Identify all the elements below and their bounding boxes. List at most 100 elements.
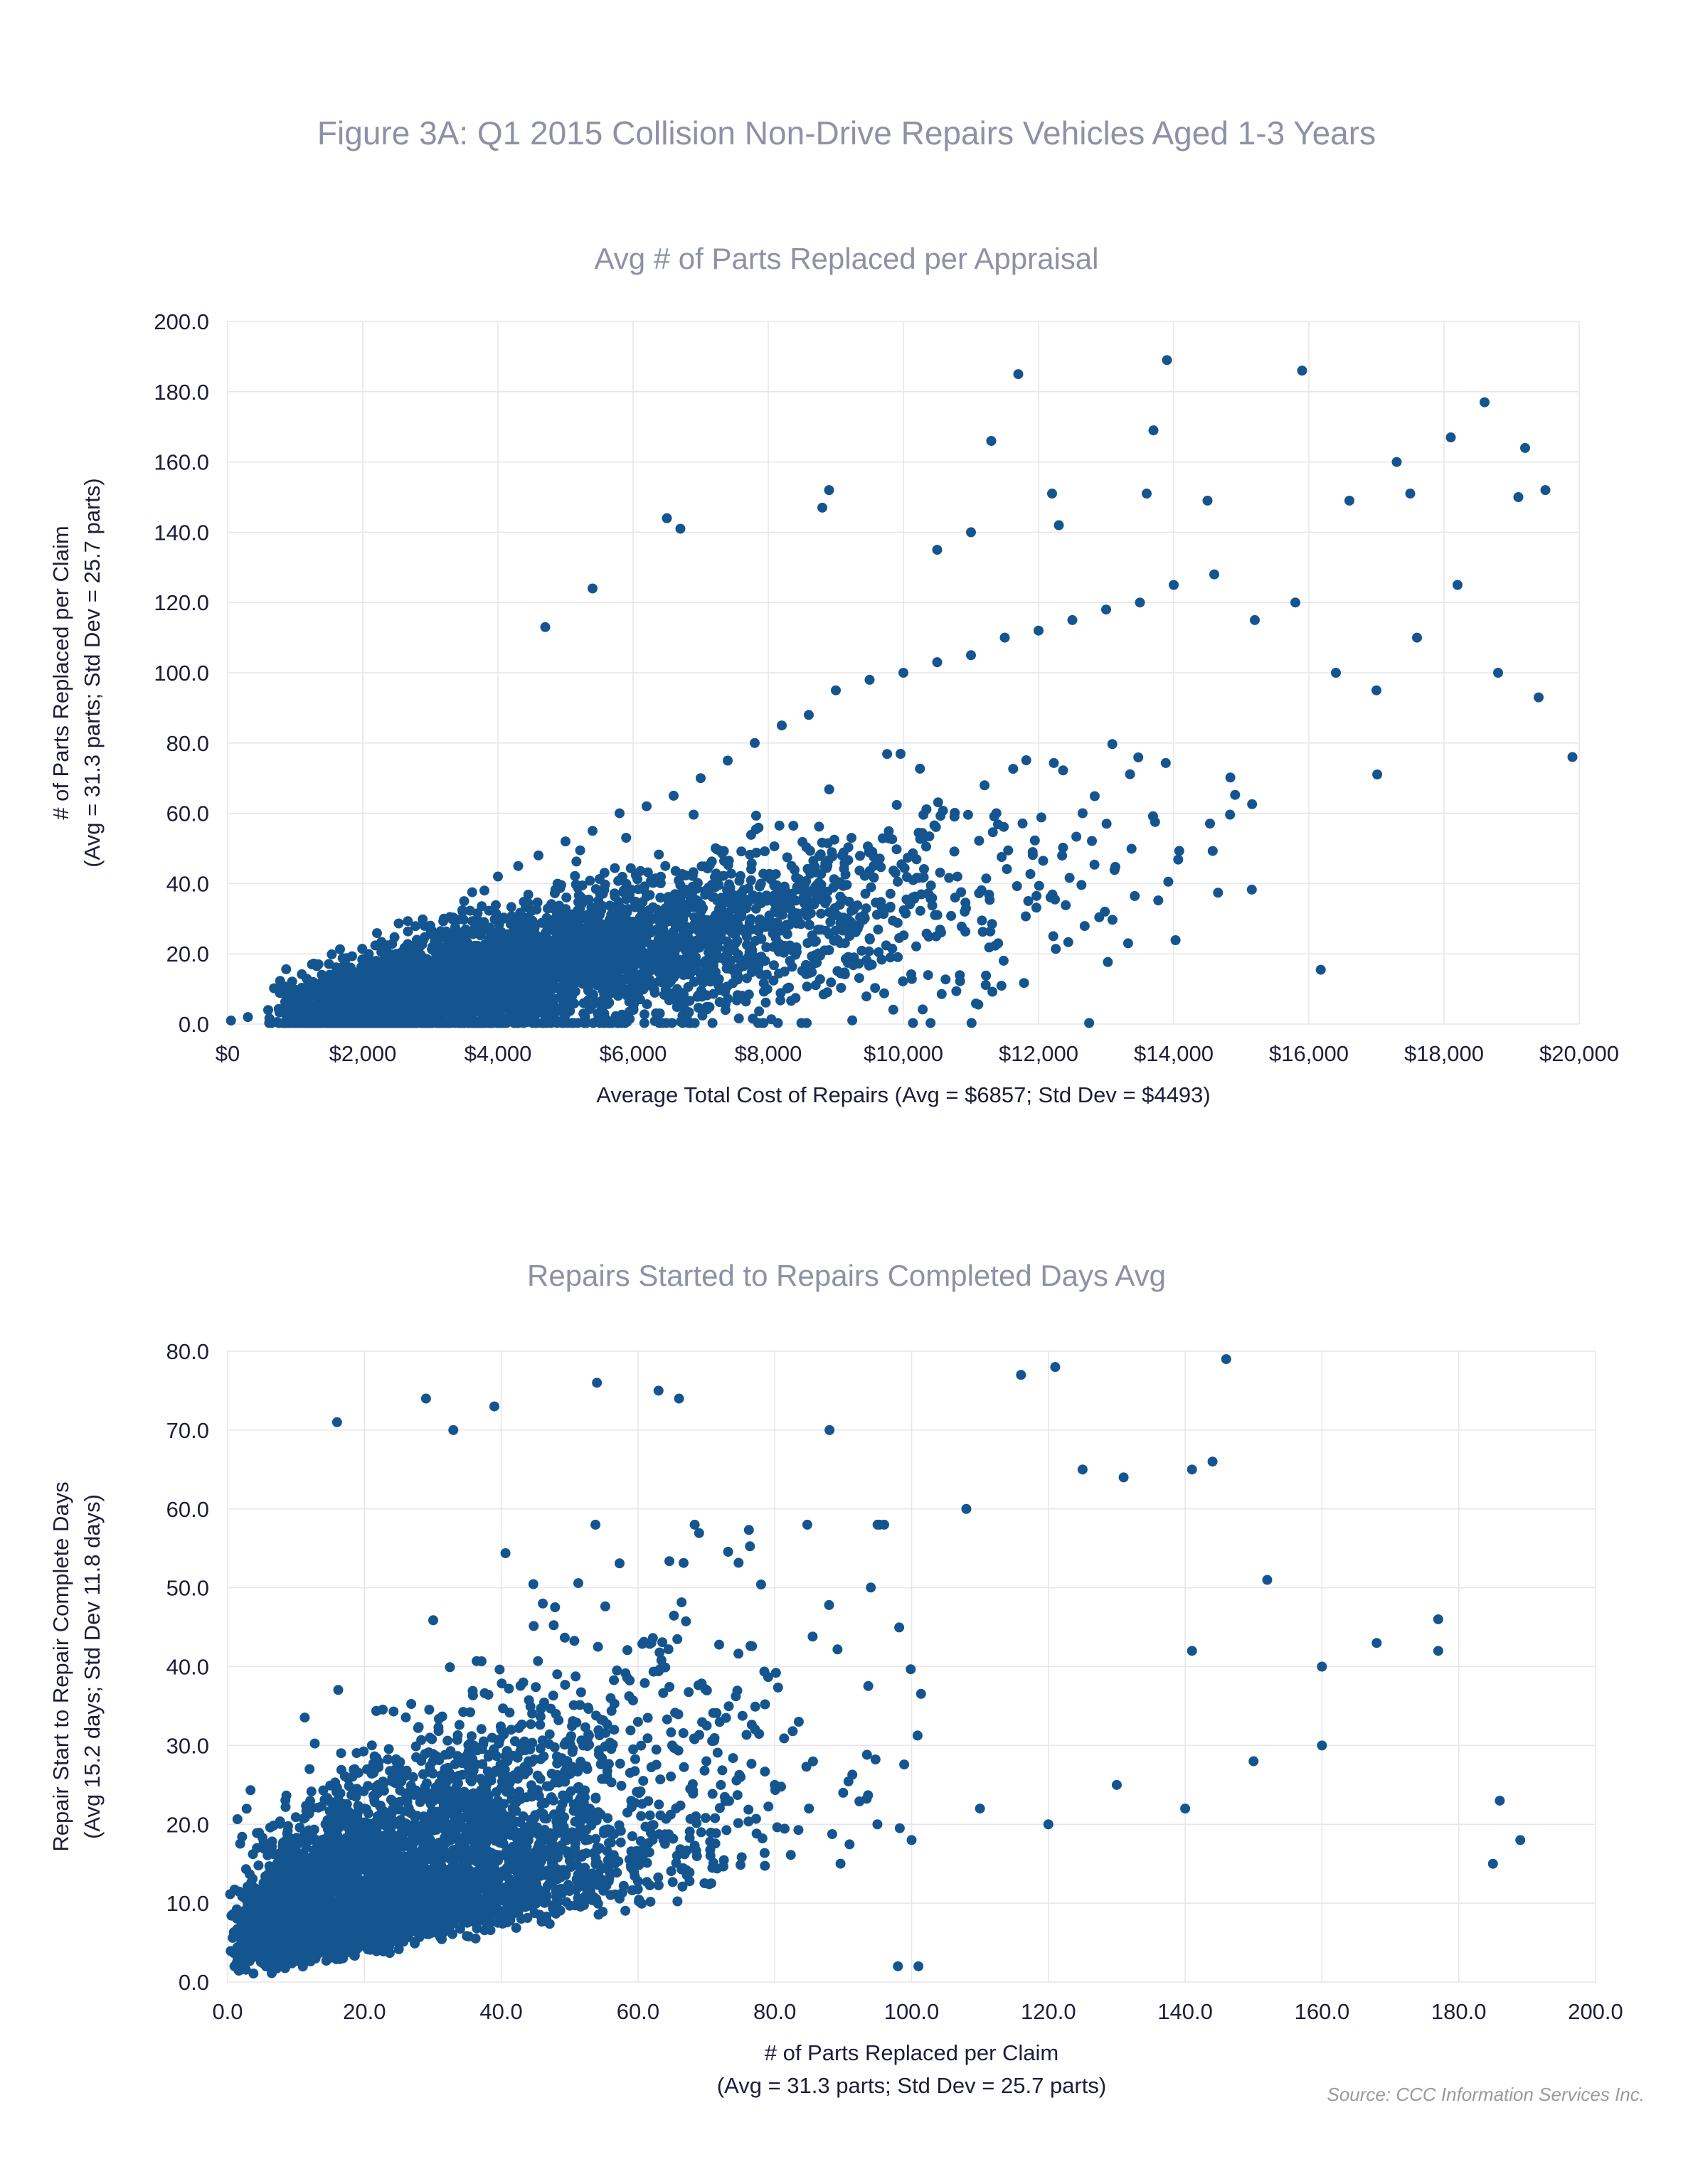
chart1-point	[1480, 397, 1490, 407]
chart1-point	[648, 944, 659, 955]
chart1-point	[637, 959, 647, 970]
chart1-point	[790, 993, 801, 1003]
chart1-point	[1051, 944, 1061, 954]
chart1-point	[885, 901, 896, 912]
chart1-point	[768, 975, 779, 986]
chart1-point	[993, 938, 1004, 949]
chart1-point	[966, 527, 976, 538]
chart1-point	[1250, 614, 1260, 625]
chart1-point	[832, 934, 843, 945]
chart1-point	[519, 925, 530, 935]
chart1-point	[585, 875, 595, 886]
chart1-point	[1034, 625, 1044, 636]
chart1-point	[1008, 764, 1019, 774]
chart1-point	[676, 996, 687, 1007]
chart1-point	[827, 847, 837, 858]
chart1-point	[697, 1011, 708, 1021]
chart1-point	[977, 915, 987, 926]
chart2-x-tick-label: 60.0	[617, 1999, 659, 2024]
chart1-point	[721, 954, 732, 964]
chart1-point	[524, 898, 534, 909]
chart1-y-tick-label: 120.0	[154, 590, 209, 615]
chart1-point	[825, 917, 836, 927]
chart1-point	[557, 1018, 568, 1028]
chart2-title: Repairs Started to Repairs Completed Day…	[527, 1259, 1166, 1292]
chart1-point	[925, 1018, 936, 1028]
chart1-point	[1162, 355, 1172, 366]
chart1-point	[981, 873, 992, 884]
chart1-point	[843, 842, 854, 853]
chart1-point	[541, 912, 552, 923]
chart1-point	[633, 884, 644, 895]
chart1-point	[1213, 888, 1224, 898]
chart1-point	[822, 838, 833, 848]
chart1-point	[760, 846, 770, 857]
chart1-point	[1109, 865, 1120, 875]
chart1-point	[860, 888, 871, 899]
chart1-point	[1027, 850, 1038, 861]
chart1-point	[791, 942, 802, 953]
chart1-point	[873, 925, 883, 935]
chart1-point	[718, 870, 729, 881]
chart2-y-tick-label: 60.0	[166, 1497, 209, 1522]
chart2-point	[235, 1838, 245, 1849]
chart1-point	[1019, 978, 1029, 989]
chart1-point	[870, 983, 881, 994]
chart1-point	[1021, 911, 1031, 922]
chart1-point	[891, 799, 902, 810]
chart1-point	[732, 990, 743, 1001]
chart1-point	[854, 973, 864, 984]
chart1-point	[393, 1013, 403, 1023]
chart1-point	[689, 809, 699, 820]
chart1-point	[856, 945, 867, 956]
chart1-point	[448, 927, 459, 937]
chart1-point	[615, 808, 625, 819]
chart1-point	[919, 864, 929, 874]
chart1-point	[772, 941, 782, 952]
chart1-point	[1100, 906, 1110, 917]
chart1-point	[465, 981, 474, 992]
chart2-x-tick-label: 140.0	[1157, 1999, 1213, 2024]
chart1-point	[585, 970, 595, 981]
chart1-point	[655, 893, 666, 903]
chart1-x-tick-label: $12,000	[999, 1041, 1078, 1066]
chart1-point	[344, 976, 354, 987]
chart1-y-axis-label: (Avg = 31.3 parts; Std Dev = 25.7 parts)	[80, 478, 105, 867]
chart1-point	[915, 763, 925, 774]
chart1-point	[358, 966, 368, 976]
chart1-point	[372, 928, 382, 939]
chart1-point	[583, 981, 594, 991]
chart1-x-tick-label: $20,000	[1539, 1041, 1619, 1066]
chart1-point	[755, 898, 766, 909]
chart1-x-tick-label: $4,000	[465, 1041, 532, 1066]
chart1-point	[1169, 580, 1179, 590]
chart1-point	[512, 1018, 523, 1028]
chart1-point	[1453, 580, 1463, 590]
chart1-point	[1405, 489, 1416, 499]
chart1-point	[307, 959, 317, 970]
chart1-point	[606, 1018, 617, 1028]
chart1-y-tick-label: 40.0	[166, 871, 209, 896]
chart1-point	[491, 900, 501, 910]
chart1-point	[1049, 757, 1059, 768]
chart1-point	[871, 910, 882, 920]
chart1-point	[610, 863, 620, 873]
chart1-point	[1047, 489, 1057, 499]
chart1-point	[852, 900, 863, 911]
chart1-point	[1101, 604, 1111, 615]
chart1-point	[835, 877, 845, 888]
chart2-y-tick-label: 10.0	[166, 1891, 209, 1916]
chart1-point	[320, 994, 331, 1004]
chart1-point	[733, 964, 744, 974]
chart1-point	[615, 937, 626, 948]
chart1-point	[802, 938, 813, 949]
chart1-point	[642, 867, 653, 878]
chart1-point	[327, 949, 337, 959]
chart1-point	[408, 1018, 419, 1028]
chart1-point	[406, 948, 417, 959]
chart1-point	[321, 1018, 331, 1028]
chart1-point	[359, 990, 370, 1001]
chart1-point	[883, 826, 894, 836]
chart1-point	[698, 977, 708, 988]
chart1-point	[949, 846, 960, 857]
